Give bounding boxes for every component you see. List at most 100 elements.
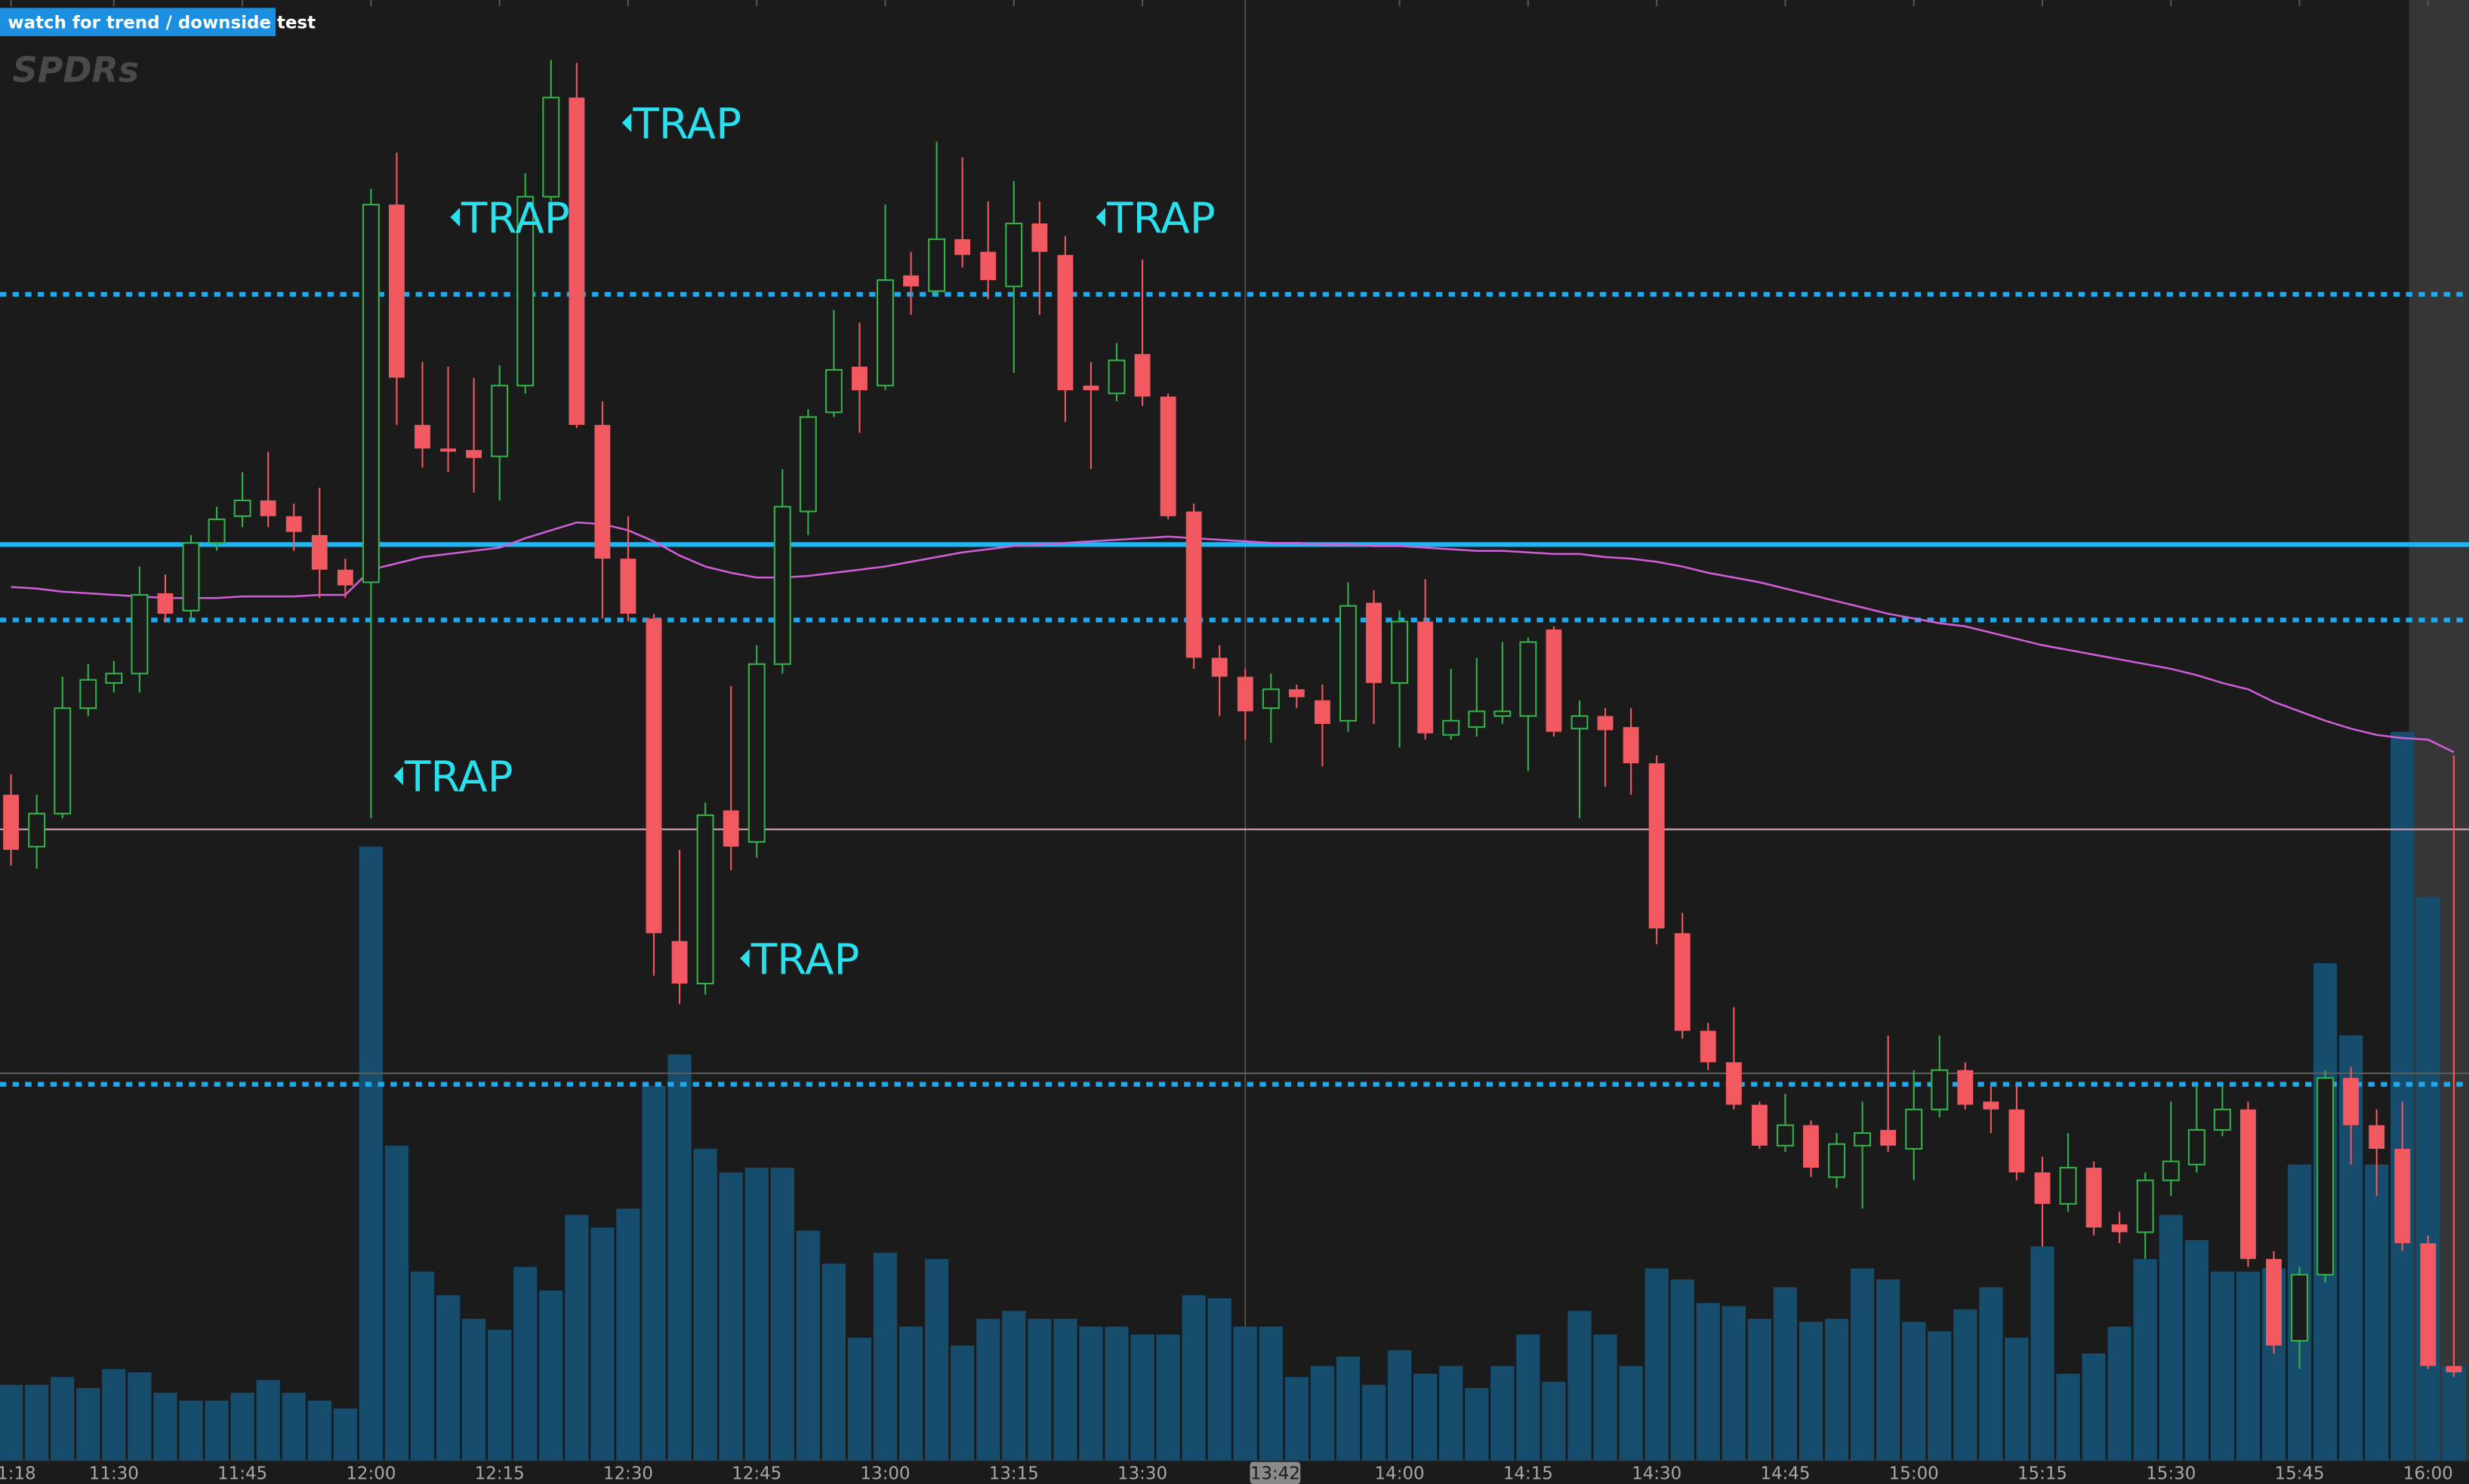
volume-bar — [2030, 1246, 2054, 1461]
volume-bar — [693, 1148, 717, 1461]
candle-body — [1725, 1062, 1742, 1105]
x-tick-label: 14:00 — [1375, 1464, 1425, 1484]
volume-bar — [2236, 1271, 2261, 1461]
candle-body — [3, 794, 20, 850]
volume-bar — [1516, 1334, 1540, 1461]
x-tick-label: 13:00 — [860, 1464, 910, 1484]
candle-body — [1339, 605, 1357, 722]
annotation-arrow — [450, 208, 460, 227]
note: watch for trend / downside test — [8, 14, 316, 33]
candle-body — [799, 416, 817, 513]
candle-body — [466, 450, 482, 458]
candle-body — [208, 518, 226, 544]
volume-bar — [384, 1145, 409, 1461]
candle-body — [1700, 1030, 1716, 1063]
candle-body — [569, 97, 585, 425]
volume-bar — [51, 1377, 75, 1461]
x-tick-label: 11:45 — [217, 1464, 267, 1484]
candle-body — [1108, 359, 1126, 395]
volume-bar — [1876, 1279, 1900, 1461]
candle-body — [260, 500, 276, 516]
candle-body — [2136, 1179, 2154, 1233]
candle-body — [491, 384, 509, 457]
volume-bar — [2107, 1326, 2131, 1461]
volume-bar — [436, 1295, 461, 1461]
candle-body — [2034, 1172, 2051, 1204]
volume-bar — [230, 1393, 254, 1461]
candle-body — [928, 238, 946, 292]
candle-body — [1160, 396, 1176, 516]
annotation-arrow — [1096, 208, 1105, 227]
volume-bar — [205, 1400, 229, 1461]
candle-body — [1005, 223, 1023, 288]
candles — [3, 60, 2462, 1378]
volume-bar — [333, 1408, 357, 1461]
volume-bar — [1979, 1287, 2003, 1461]
volume-bar — [1284, 1377, 1309, 1461]
candle-body — [2111, 1224, 2128, 1233]
volume-bar — [667, 1054, 692, 1461]
candle-body — [1185, 511, 1202, 658]
candle-body — [1366, 602, 1382, 683]
candle-body — [1315, 700, 1330, 725]
candle-body — [1057, 254, 1074, 391]
volume-bar — [2365, 1164, 2389, 1461]
annotation-arrow — [621, 113, 632, 133]
x-tick-label: 13:15 — [989, 1464, 1039, 1484]
candle-body — [2316, 1077, 2335, 1276]
candle-body — [620, 559, 637, 614]
candle-body — [2187, 1128, 2205, 1165]
candle-body — [105, 673, 123, 684]
candle-body — [1288, 689, 1305, 697]
candle-body — [1134, 354, 1151, 397]
volume-bar — [410, 1271, 435, 1461]
candle-body — [1083, 385, 1099, 391]
candle-body — [2240, 1109, 2256, 1259]
volume-bar — [102, 1369, 126, 1461]
volume-bar — [1465, 1387, 1489, 1461]
volume-bar — [25, 1384, 49, 1461]
crosshair-label: 13:42 — [1250, 1464, 1300, 1484]
volume-bar — [461, 1319, 486, 1461]
candle-body — [440, 448, 456, 452]
volume-bar — [1542, 1381, 1566, 1461]
annotation: TRAP — [632, 100, 741, 149]
volume-bar — [1644, 1268, 1669, 1461]
volume-bar — [796, 1230, 820, 1461]
candle-body — [1828, 1143, 1846, 1178]
candle-body — [1391, 620, 1409, 684]
volume-bar — [256, 1380, 280, 1461]
volume-bar — [1156, 1334, 1180, 1461]
candle-body — [2213, 1108, 2231, 1131]
volume-bar — [1413, 1374, 1438, 1461]
volume-bar — [1490, 1365, 1515, 1461]
levels — [0, 291, 2469, 1087]
volume-bar — [2159, 1215, 2183, 1461]
candle-body — [337, 569, 353, 586]
volume-bar — [616, 1208, 640, 1461]
volume-bar — [1928, 1331, 1952, 1461]
candle-body — [1546, 629, 1562, 732]
moving-average-line — [11, 521, 2455, 753]
candle-body — [1803, 1125, 1819, 1168]
volume-bar — [2416, 897, 2440, 1461]
annotation: TRAP — [751, 936, 860, 985]
crosshair-label-box — [1250, 1461, 1301, 1484]
volume-bar — [76, 1387, 100, 1461]
candle-body — [980, 251, 997, 281]
volume-bar — [513, 1267, 538, 1461]
candle-body — [1597, 716, 1614, 731]
candle-body — [1442, 719, 1460, 736]
volume-bar — [539, 1290, 563, 1461]
candle-body — [594, 424, 611, 559]
candle-body — [2085, 1167, 2102, 1228]
volume-bar — [1259, 1326, 1283, 1461]
x-axis: 11:18 11:30 11:45 12:00 12:15 12:30 12:45 13:00… — [0, 1461, 2453, 1484]
x-tick-label: 14:45 — [1760, 1464, 1810, 1484]
volume-bar — [1105, 1326, 1129, 1461]
candle-body — [825, 368, 843, 414]
x-tick-label: 13:30 — [1117, 1464, 1167, 1484]
annotation-arrow — [393, 766, 403, 786]
candle-body — [1262, 688, 1280, 710]
